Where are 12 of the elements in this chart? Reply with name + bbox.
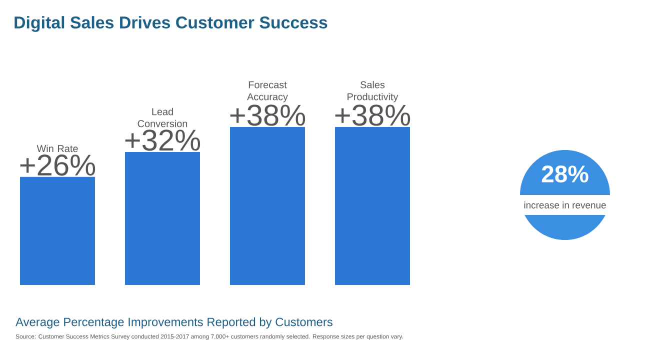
data-label: +38% xyxy=(230,104,306,126)
x-tick-label: Lead Conversion xyxy=(138,108,188,128)
x-tick-label: Win Rate xyxy=(36,144,78,152)
text: increase in revenue xyxy=(524,202,606,208)
data-label: +38% xyxy=(335,104,410,126)
chart-title: Digital Sales Drives Customer Success xyxy=(14,16,328,32)
data-label: +26% xyxy=(20,154,96,176)
x-tick-label: Sales Productivity xyxy=(348,81,398,102)
x-tick-label: Forecast Accuracy xyxy=(247,81,288,102)
text: Average Percentage Improvements Reported by Customers xyxy=(16,317,332,329)
data-label: +32% xyxy=(125,130,200,151)
text: 28% xyxy=(542,166,588,182)
